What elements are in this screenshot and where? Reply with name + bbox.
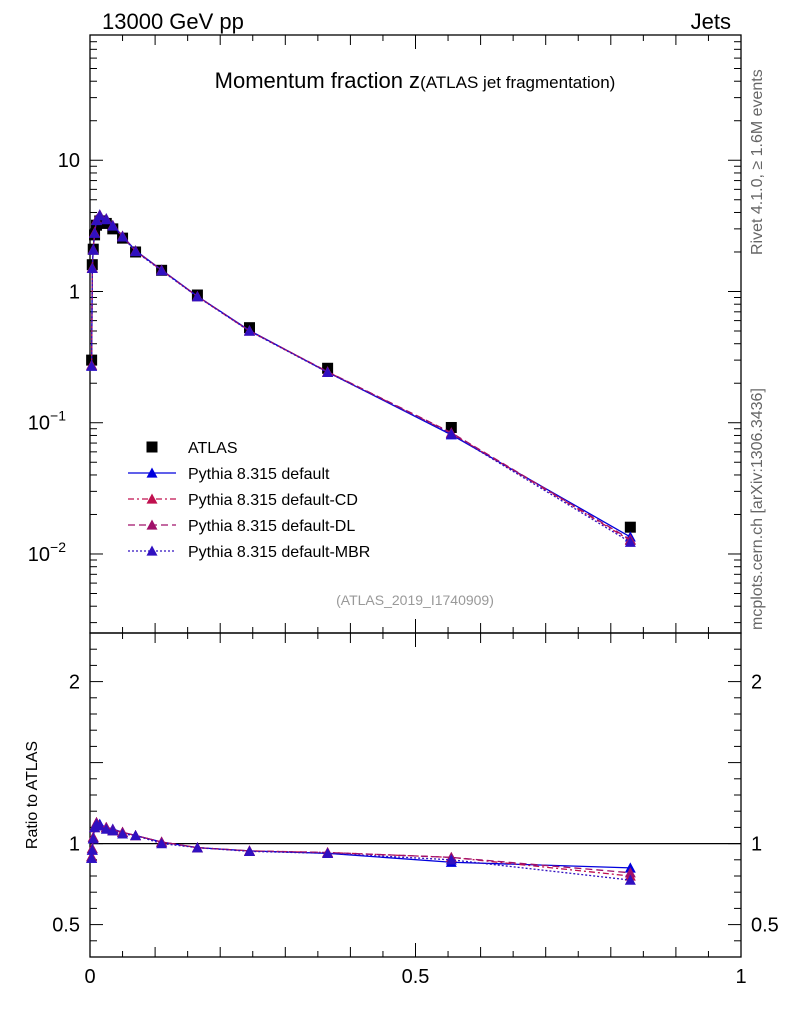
series-default [86,209,636,542]
y-tick-label: 10−2 [28,539,66,566]
data-point-mbr [100,214,112,225]
series-dl [86,209,636,545]
data-point-mbr [86,262,98,274]
legend-marker-mbr [146,545,158,556]
legend-label-dl: Pythia 8.315 default-DL [188,518,355,535]
series-line-default [90,213,631,538]
main-title: Momentum fraction z(ATLAS jet fragmentat… [215,68,616,93]
ratio-point-mbr [191,842,203,853]
ratio-point-mbr [86,852,98,863]
y-tick-label-base: 10 [58,150,80,172]
x-tick-label: 1 [735,966,746,988]
legend-marker-cd [146,493,158,504]
ratio-series-mbr [86,818,636,885]
y-tick-label: 10 [58,150,80,172]
ratio-y-tick-label: 1 [69,834,80,856]
x-tick-label: 0 [84,966,95,988]
ratio-point-mbr [100,823,112,834]
data-point-mbr [156,265,168,276]
ratio-point-mbr [130,830,142,841]
data-point-mbr [445,428,457,439]
data-point-mbr [117,231,129,242]
legend-marker-default [146,467,158,478]
data-point-mbr [86,360,98,371]
ratio-series-default [86,817,636,873]
ratio-y-tick-label-right: 0.5 [751,915,779,937]
main-panel: Momentum fraction z(ATLAS jet fragmentat… [28,34,742,634]
ratio-y-tick-label: 2 [69,672,80,694]
legend-label-mbr: Pythia 8.315 default-MBR [188,544,370,561]
data-point-mbr [94,210,106,221]
header-category: Jets [691,9,731,34]
ratio-point-mbr [107,825,119,836]
rivet-version-label: Rivet 4.1.0, ≥ 1.6M events [749,69,766,255]
legend-entry-mbr: Pythia 8.315 default-MBR [128,544,370,561]
main-title-subtitle: (ATLAS jet fragmentation) [420,73,615,92]
ratio-line-cd [90,821,631,877]
ratio-series-cd [86,817,636,881]
data-point-mbr [107,220,119,231]
legend-marker-atlas [146,441,158,453]
data-point-mbr [243,325,255,336]
ratio-ticks: 2 2 1 1 0.5 0.5 0 0.5 1 [52,632,779,988]
ratio-point-mbr [445,854,457,865]
y-tick-label-base: 10 [28,413,50,435]
series-line-mbr [90,214,631,543]
ratio-line-mbr [90,823,631,881]
data-point-mbr [191,291,203,302]
ratio-point-mbr [624,874,636,885]
y-tick-label-exponent: −1 [50,408,66,424]
ratio-point-mbr [322,847,334,858]
legend: ATLAS Pythia 8.315 default Pythia 8.315 de… [128,440,370,561]
data-point-mbr [89,227,101,238]
ratio-point-dl [624,867,636,878]
legend-entry-atlas: ATLAS [146,440,238,457]
ratio-point-mbr [86,844,98,855]
analysis-watermark: (ATLAS_2019_I1740909) [336,592,494,608]
ratio-series [86,817,636,885]
y-tick-label-exponent: −2 [50,539,66,555]
y-tick-label: 10−1 [28,408,66,435]
ratio-panel-frame [89,632,742,958]
ratio-series-dl [86,817,636,878]
y-tick-label-base: 1 [69,281,80,303]
ratio-y-tick-label-right: 2 [751,672,762,694]
series-line-cd [90,214,631,541]
data-point-mbr [624,536,636,547]
header-process: 13000 GeV pp [102,9,244,34]
ratio-point-mbr [156,838,168,849]
data-point-mbr [87,244,99,255]
mcplots-reference-label: mcplots.cern.ch [arXiv:1306.3436] [749,388,766,630]
y-tick-label: 1 [69,281,80,303]
series-cd [86,209,636,546]
legend-label-cd: Pythia 8.315 default-CD [188,492,358,509]
ratio-point-mbr [117,828,129,839]
main-title-text: Momentum fraction z [215,68,420,93]
legend-marker-dl [146,519,158,530]
y-tick-label-base: 10 [28,544,50,566]
series-atlas [86,215,636,533]
data-point-atlas [624,521,636,533]
ratio-y-tick-label-right: 1 [751,834,762,856]
data-point-mbr [322,366,334,378]
ratio-point-mbr [94,820,106,831]
ratio-point-mbr [243,845,255,857]
x-tick-label: 0.5 [402,966,430,988]
ratio-y-tick-label: 0.5 [52,915,80,937]
legend-entry-default: Pythia 8.315 default [128,466,330,483]
legend-label-atlas: ATLAS [188,440,238,457]
ratio-line-dl [90,821,631,874]
data-point-mbr [130,245,142,257]
ratio-ylabel: Ratio to ATLAS [24,741,41,849]
ratio-panel: Ratio to ATLAS 2 2 1 1 0.5 0.5 0 0.5 1 [24,632,779,988]
series-mbr [86,210,636,547]
main-series [86,209,636,547]
ratio-point-mbr [87,833,99,844]
legend-entry-cd: Pythia 8.315 default-CD [128,492,358,509]
legend-label-default: Pythia 8.315 default [188,466,330,483]
legend-entry-dl: Pythia 8.315 default-DL [128,518,355,535]
